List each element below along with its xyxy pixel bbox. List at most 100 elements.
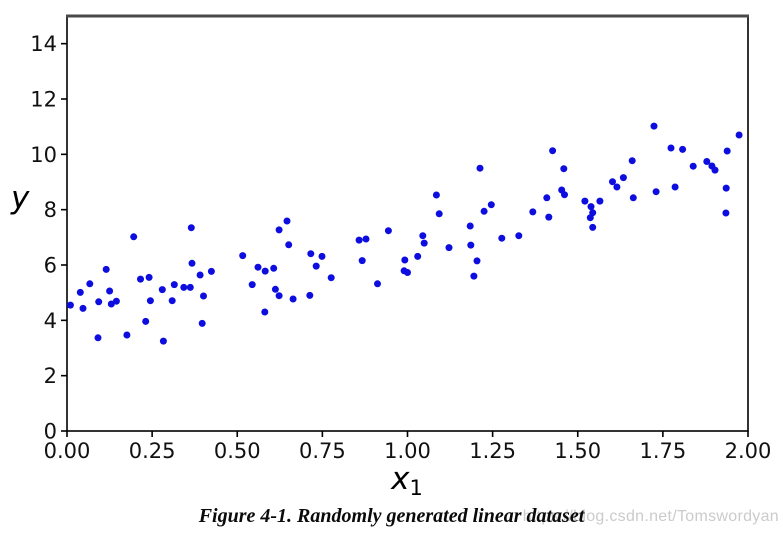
data-point bbox=[498, 234, 506, 242]
data-point bbox=[146, 297, 154, 305]
y-axis-label: y bbox=[11, 180, 30, 216]
data-point bbox=[130, 233, 138, 241]
x-tick-label: 1.75 bbox=[639, 439, 686, 463]
data-point bbox=[275, 292, 283, 300]
data-point bbox=[609, 178, 616, 186]
data-point bbox=[414, 252, 422, 260]
data-point bbox=[613, 183, 621, 191]
y-tick-label: 2 bbox=[44, 364, 57, 388]
data-point bbox=[671, 183, 679, 191]
plot-border bbox=[66, 15, 749, 432]
data-point bbox=[515, 232, 523, 240]
data-point bbox=[239, 252, 247, 260]
data-point bbox=[723, 147, 731, 155]
data-point bbox=[652, 188, 660, 196]
data-point bbox=[722, 209, 730, 217]
x-tick-label: 0.00 bbox=[44, 439, 91, 463]
data-point bbox=[248, 281, 256, 289]
x-axis-label: x1 bbox=[391, 464, 423, 499]
data-point bbox=[358, 257, 366, 265]
x-tick-label: 1.25 bbox=[469, 439, 516, 463]
data-point bbox=[66, 301, 74, 309]
x-tick-label: 0.50 bbox=[214, 439, 261, 463]
data-point bbox=[270, 264, 278, 272]
data-point bbox=[384, 227, 392, 235]
data-point bbox=[581, 197, 589, 205]
data-point bbox=[628, 157, 636, 165]
data-point bbox=[86, 280, 94, 288]
data-point bbox=[629, 194, 637, 202]
data-point bbox=[158, 286, 166, 294]
data-point bbox=[589, 223, 597, 231]
data-point bbox=[79, 304, 87, 312]
data-point bbox=[200, 292, 207, 300]
data-point bbox=[168, 297, 176, 305]
data-point bbox=[374, 280, 381, 288]
data-point bbox=[94, 334, 102, 342]
data-point bbox=[466, 222, 474, 230]
data-point bbox=[254, 263, 262, 271]
y-tick-label: 12 bbox=[30, 88, 57, 112]
y-tick-label: 8 bbox=[44, 198, 57, 222]
data-point bbox=[587, 203, 595, 211]
x-tick-label: 0.25 bbox=[129, 439, 176, 463]
data-point bbox=[473, 257, 481, 265]
y-tick-label: 4 bbox=[44, 309, 57, 333]
x-tick-label: 2.00 bbox=[725, 439, 772, 463]
data-point bbox=[307, 250, 315, 258]
data-point bbox=[420, 239, 428, 247]
data-point bbox=[480, 207, 488, 215]
data-point bbox=[76, 288, 84, 296]
watermark-url: https://blog.csdn.net/Tomswordyan bbox=[522, 508, 779, 525]
data-point bbox=[95, 298, 103, 306]
data-point bbox=[596, 197, 604, 205]
data-point bbox=[355, 236, 363, 244]
data-point bbox=[711, 166, 719, 174]
data-point bbox=[261, 308, 269, 316]
data-point bbox=[561, 191, 568, 199]
x-axis-label-main: x bbox=[391, 461, 410, 497]
data-point bbox=[435, 210, 443, 218]
x-tick-label: 0.75 bbox=[299, 439, 346, 463]
data-point bbox=[703, 158, 711, 165]
data-point bbox=[476, 164, 484, 172]
data-point bbox=[529, 208, 537, 216]
data-point bbox=[207, 267, 215, 275]
x-tick-label: 1.50 bbox=[554, 439, 601, 463]
data-point bbox=[327, 274, 335, 282]
data-point bbox=[549, 147, 557, 155]
data-point bbox=[312, 262, 320, 270]
data-point bbox=[102, 265, 110, 273]
data-point bbox=[261, 267, 269, 275]
data-point bbox=[188, 259, 196, 267]
x-tick-label: 1.00 bbox=[384, 439, 431, 463]
data-point bbox=[106, 287, 114, 295]
data-point bbox=[186, 283, 194, 291]
data-point bbox=[196, 271, 204, 279]
data-point bbox=[137, 275, 144, 283]
data-point bbox=[404, 269, 411, 276]
data-point bbox=[159, 337, 167, 345]
data-point bbox=[107, 300, 115, 308]
data-point bbox=[487, 201, 495, 209]
data-point bbox=[619, 174, 627, 182]
data-point bbox=[467, 241, 475, 249]
y-tick-label: 0 bbox=[44, 420, 57, 444]
data-point bbox=[112, 297, 120, 305]
data-point bbox=[306, 291, 314, 299]
data-point bbox=[545, 213, 553, 221]
y-tick-label: 14 bbox=[30, 32, 57, 56]
data-point bbox=[560, 165, 568, 173]
data-point bbox=[123, 331, 131, 339]
data-point bbox=[180, 283, 188, 291]
data-point bbox=[401, 256, 409, 264]
data-point bbox=[419, 232, 427, 240]
data-point bbox=[145, 273, 153, 281]
data-point bbox=[289, 295, 297, 303]
data-point bbox=[170, 281, 178, 289]
data-point bbox=[275, 226, 283, 234]
data-point bbox=[362, 235, 370, 243]
data-point bbox=[679, 145, 687, 153]
